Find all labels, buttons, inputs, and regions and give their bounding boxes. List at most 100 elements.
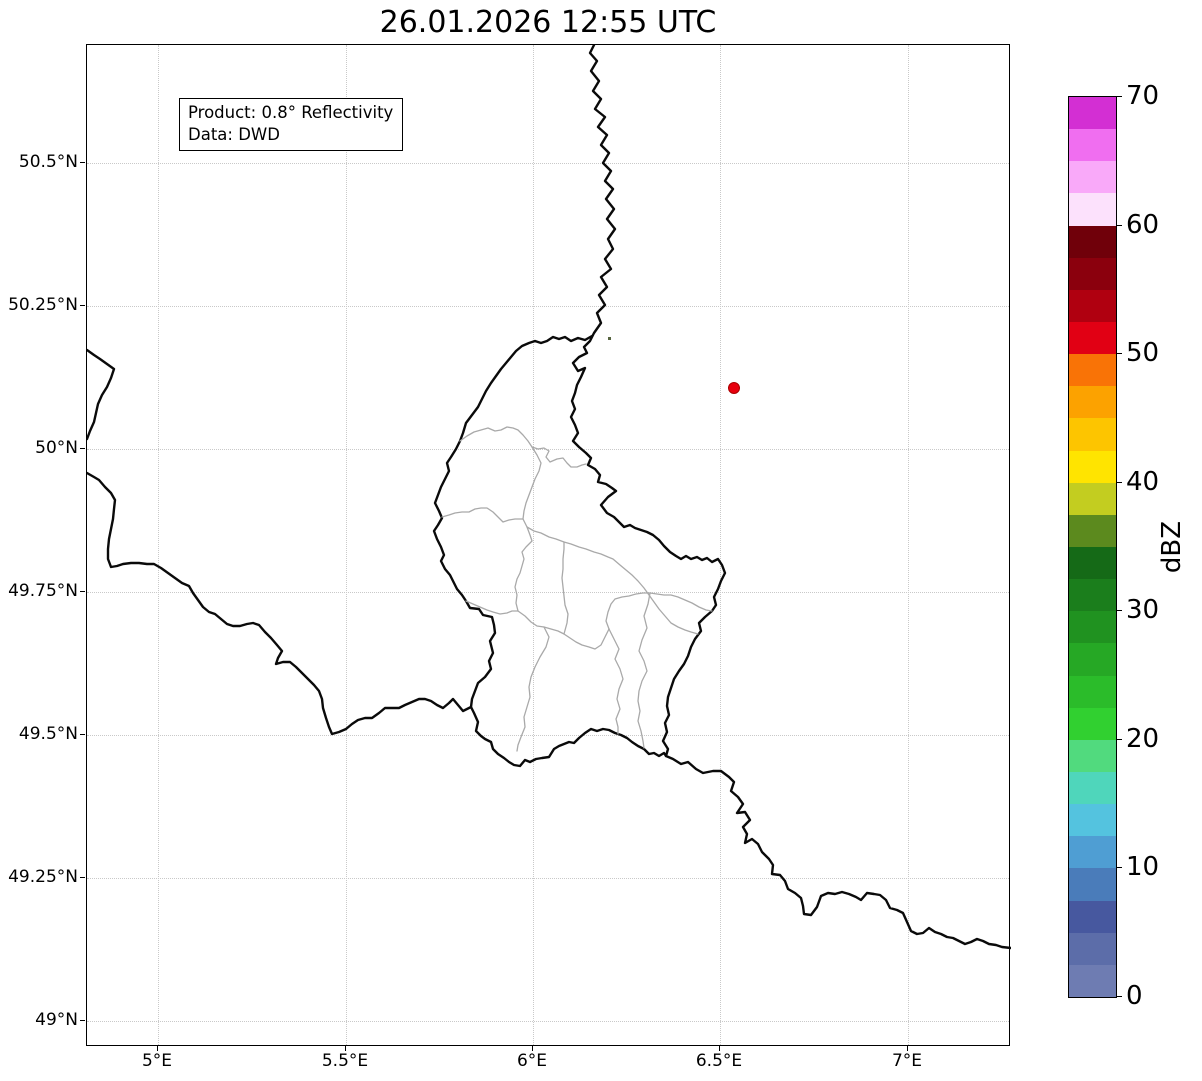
colorbar-tick-mark bbox=[1116, 738, 1122, 740]
colorbar bbox=[1068, 96, 1117, 998]
border-luxembourg-west-south bbox=[432, 334, 668, 768]
lat-tick-mark bbox=[80, 877, 85, 878]
annotation-data-line: Data: DWD bbox=[188, 124, 280, 144]
colorbar-tick-mark bbox=[1116, 610, 1122, 612]
colorbar-tick-label: 70 bbox=[1126, 81, 1160, 111]
colorbar-segment bbox=[1069, 193, 1116, 226]
canton-line bbox=[637, 592, 651, 749]
colorbar-tick-label: 10 bbox=[1126, 852, 1160, 883]
canton-line bbox=[605, 592, 713, 630]
lon-gridline bbox=[720, 45, 721, 1045]
colorbar-segment bbox=[1069, 289, 1116, 322]
lon-tick-mark bbox=[907, 1046, 908, 1051]
lon-tick-label: 5.5°E bbox=[321, 1051, 369, 1071]
lat-gridline bbox=[87, 163, 1009, 164]
colorbar-tick-mark bbox=[1116, 867, 1122, 869]
lon-gridline bbox=[158, 45, 159, 1045]
colorbar-segment bbox=[1069, 643, 1116, 676]
colorbar-tick-label: 0 bbox=[1126, 981, 1143, 1011]
colorbar-tick-label: 60 bbox=[1126, 209, 1160, 240]
canton-line bbox=[608, 628, 624, 735]
lat-gridline bbox=[87, 878, 1009, 879]
radar-echo-pixel bbox=[608, 337, 611, 340]
lat-tick-mark bbox=[80, 734, 85, 735]
canton-line bbox=[516, 626, 550, 752]
colorbar-segment bbox=[1069, 225, 1116, 258]
colorbar-segment bbox=[1069, 129, 1116, 162]
colorbar-tick-label: 20 bbox=[1126, 723, 1160, 754]
marker-layer bbox=[608, 337, 740, 394]
colorbar-tick-label: 30 bbox=[1126, 595, 1160, 626]
colorbar-segment bbox=[1069, 675, 1116, 708]
colorbar-segment bbox=[1069, 161, 1116, 194]
colorbar-tick-label: 40 bbox=[1126, 466, 1160, 497]
lat-tick-mark bbox=[80, 305, 85, 306]
lat-tick-label: 49.75°N bbox=[8, 581, 78, 601]
colorbar-segment bbox=[1069, 354, 1116, 387]
canton-line bbox=[517, 610, 610, 650]
canton-line bbox=[561, 541, 569, 635]
map-plot-area: Product: 0.8° Reflectivity Data: DWD bbox=[86, 44, 1011, 1046]
lon-tick-label: 6°E bbox=[516, 1051, 548, 1071]
lat-tick-label: 49°N bbox=[35, 1010, 78, 1030]
annotation-product-line: Product: 0.8° Reflectivity bbox=[188, 103, 394, 122]
lat-gridline bbox=[87, 449, 1009, 450]
colorbar-unit-label: dBZ bbox=[1157, 520, 1187, 574]
lat-gridline bbox=[87, 735, 1009, 736]
colorbar-segment bbox=[1069, 611, 1116, 644]
lat-tick-mark bbox=[80, 448, 85, 449]
page-title: 26.01.2026 12:55 UTC bbox=[379, 5, 717, 40]
colorbar-segment bbox=[1069, 739, 1116, 772]
radar-location-marker bbox=[728, 382, 740, 394]
colorbar-segment bbox=[1069, 482, 1116, 515]
lat-tick-mark bbox=[80, 1020, 85, 1021]
colorbar-segment bbox=[1069, 546, 1116, 580]
colorbar-segment bbox=[1069, 257, 1116, 290]
lon-gridline bbox=[533, 45, 534, 1045]
gridline-layer bbox=[87, 45, 1009, 1045]
lat-tick-label: 50.5°N bbox=[18, 152, 78, 172]
annotation-box: Product: 0.8° Reflectivity Data: DWD bbox=[179, 98, 404, 151]
colorbar-segments bbox=[1069, 97, 1116, 997]
border-france-belgium-west bbox=[87, 471, 473, 736]
colorbar-segment bbox=[1069, 321, 1116, 355]
canton-line bbox=[514, 446, 542, 612]
colorbar-tick-mark bbox=[1116, 224, 1122, 226]
colorbar-segment bbox=[1069, 932, 1116, 965]
colorbar-segment bbox=[1069, 964, 1116, 997]
lon-gridline bbox=[346, 45, 347, 1045]
lat-gridline bbox=[87, 306, 1009, 307]
border-france-belgium-west-upper bbox=[87, 348, 116, 441]
colorbar-tick-mark bbox=[1116, 481, 1122, 483]
lat-tick-label: 50°N bbox=[35, 438, 78, 458]
colorbar-segment bbox=[1069, 579, 1116, 612]
colorbar-segment bbox=[1069, 868, 1116, 901]
lon-tick-label: 7°E bbox=[891, 1051, 923, 1071]
colorbar-tick-mark bbox=[1116, 96, 1122, 97]
canton-line bbox=[441, 507, 524, 523]
lat-tick-mark bbox=[80, 591, 85, 592]
colorbar-segment bbox=[1069, 418, 1116, 451]
colorbar-segment bbox=[1069, 707, 1116, 740]
lon-tick-mark bbox=[345, 1046, 346, 1051]
lon-gridline bbox=[908, 45, 909, 1045]
country-borders bbox=[87, 45, 1011, 950]
canton-line bbox=[459, 426, 587, 468]
lon-tick-label: 5°E bbox=[141, 1051, 173, 1071]
lat-gridline bbox=[87, 592, 1009, 593]
colorbar-segment bbox=[1069, 771, 1116, 805]
colorbar-segment bbox=[1069, 97, 1116, 130]
lon-tick-label: 6.5°E bbox=[695, 1051, 743, 1071]
lat-gridline bbox=[87, 1021, 1009, 1022]
lat-tick-mark bbox=[80, 162, 85, 163]
border-germany-belgium-france bbox=[569, 45, 1011, 950]
colorbar-tick-label: 50 bbox=[1126, 338, 1160, 369]
lat-tick-label: 50.25°N bbox=[8, 295, 78, 315]
colorbar-segment bbox=[1069, 514, 1116, 547]
colorbar-segment bbox=[1069, 386, 1116, 419]
colorbar-tick-mark bbox=[1116, 996, 1122, 997]
colorbar-segment bbox=[1069, 450, 1116, 483]
colorbar-segment bbox=[1069, 900, 1116, 933]
district-borders bbox=[441, 426, 713, 752]
